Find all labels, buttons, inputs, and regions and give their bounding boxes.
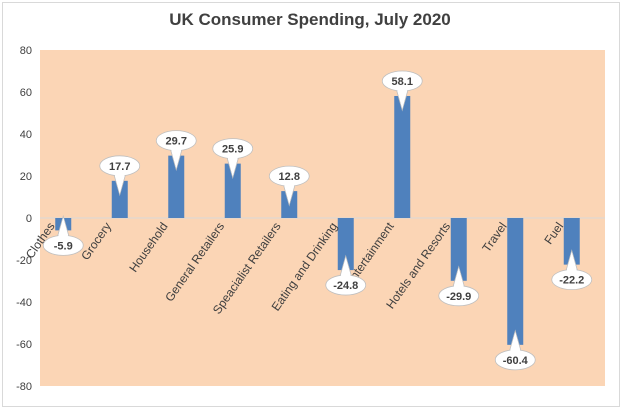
data-label-pointer-fill <box>171 148 182 169</box>
y-tick-label: 80 <box>20 45 32 57</box>
data-label: 17.7 <box>109 161 130 173</box>
data-label-pointer-fill <box>58 217 69 238</box>
data-labels-group: -5.9 17.7 29.7 25.9 12.8 -24.8 58.1 -29.9 -60.4 -… <box>42 70 593 371</box>
y-tick-label: -40 <box>16 297 32 309</box>
bar <box>224 163 241 218</box>
data-label-pointer-fill <box>566 251 577 272</box>
bar <box>111 180 128 218</box>
y-tick-label: 40 <box>20 129 32 141</box>
data-label-pointer-fill <box>227 156 238 177</box>
data-label-pointer-fill <box>114 173 125 194</box>
data-label-pointer-fill <box>453 267 464 288</box>
data-label: -24.8 <box>333 280 358 292</box>
bar <box>168 155 185 218</box>
bar <box>563 218 580 265</box>
bar <box>394 95 411 218</box>
y-tick-label: 0 <box>26 213 32 225</box>
data-label-pointer-fill <box>340 257 351 278</box>
y-tick-label: -60 <box>16 339 32 351</box>
bar <box>507 218 524 345</box>
data-label: 58.1 <box>392 76 413 88</box>
bar <box>337 218 354 271</box>
data-label-pointer-fill <box>284 184 295 205</box>
y-tick-label: 60 <box>20 87 32 99</box>
data-label: -22.2 <box>559 275 584 287</box>
y-tick-label: -80 <box>16 381 32 393</box>
data-label: 25.9 <box>222 144 243 156</box>
y-tick-label: -20 <box>16 255 32 267</box>
data-label: -5.9 <box>54 240 73 252</box>
data-label: 29.7 <box>166 136 187 148</box>
data-label: -60.4 <box>503 355 529 367</box>
bar <box>450 218 467 281</box>
data-label: -29.9 <box>446 291 471 303</box>
chart-title: UK Consumer Spending, July 2020 <box>169 10 451 29</box>
data-label-pointer-fill <box>397 88 408 109</box>
y-axis: 80 60 40 20 0 -20 -40 -60 -80 <box>16 45 32 393</box>
data-label: 12.8 <box>279 171 300 183</box>
bars-group <box>55 95 580 345</box>
data-label-pointer-fill <box>510 331 521 352</box>
y-tick-label: 20 <box>20 171 32 183</box>
